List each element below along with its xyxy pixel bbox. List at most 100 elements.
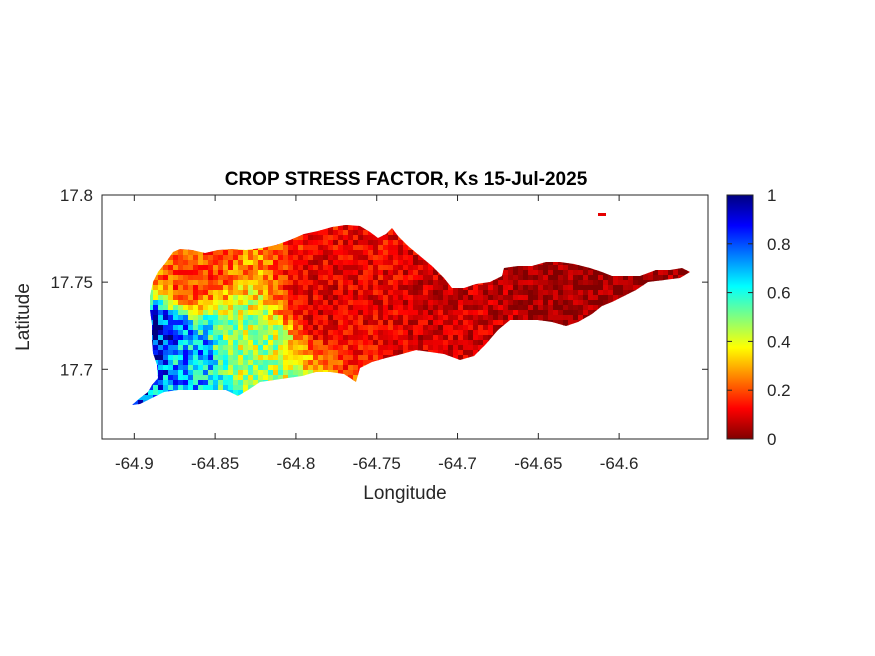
- stress-cell: [198, 305, 204, 311]
- stress-cell: [488, 400, 494, 405]
- stress-cell: [488, 315, 494, 321]
- stress-cell: [633, 260, 639, 266]
- stress-cell: [358, 325, 364, 331]
- stress-cell: [223, 285, 229, 291]
- stress-cell: [558, 225, 564, 226]
- stress-cell: [633, 230, 639, 236]
- stress-cell: [693, 330, 699, 336]
- stress-cell: [353, 400, 359, 405]
- stress-cell: [278, 280, 284, 286]
- stress-cell: [338, 250, 344, 256]
- stress-cell: [203, 265, 209, 271]
- stress-cell: [208, 255, 214, 261]
- stress-cell: [543, 250, 549, 256]
- stress-cell: [663, 240, 669, 246]
- stress-cell: [473, 240, 479, 246]
- stress-cell: [368, 345, 374, 351]
- stress-cell: [193, 230, 199, 236]
- stress-cell: [643, 400, 649, 405]
- stress-cell: [443, 345, 449, 351]
- stress-cell: [318, 280, 324, 286]
- stress-cell: [563, 250, 569, 256]
- stress-cell: [548, 345, 554, 351]
- stress-cell: [373, 315, 379, 321]
- stress-cell: [188, 260, 194, 266]
- stress-cell: [223, 355, 229, 361]
- stress-cell: [348, 260, 354, 266]
- stress-cell: [493, 310, 499, 316]
- stress-cell: [132, 385, 134, 391]
- stress-cell: [228, 400, 234, 405]
- stress-cell: [488, 330, 494, 336]
- stress-cell: [643, 270, 649, 276]
- stress-cell: [518, 310, 524, 316]
- stress-cell: [243, 395, 249, 401]
- stress-cell: [363, 230, 369, 236]
- stress-cell: [368, 370, 374, 376]
- stress-cell: [173, 245, 179, 251]
- stress-cell: [143, 395, 149, 401]
- stress-cell: [458, 360, 464, 366]
- stress-cell: [598, 385, 604, 391]
- stress-cell: [468, 250, 474, 256]
- stress-cell: [418, 270, 424, 276]
- stress-cell: [388, 320, 394, 326]
- stress-cell: [418, 235, 424, 241]
- stress-cell: [463, 255, 469, 261]
- stress-cell: [343, 225, 349, 231]
- stress-cell: [483, 400, 489, 405]
- stress-cell: [513, 335, 519, 341]
- stress-cell: [633, 225, 639, 226]
- stress-cell: [523, 395, 529, 401]
- stress-cell: [253, 365, 259, 371]
- stress-cell: [683, 370, 689, 376]
- stress-cell: [283, 225, 289, 231]
- stress-cell: [328, 395, 334, 401]
- stress-cell: [233, 375, 239, 381]
- stress-cell: [673, 305, 679, 311]
- stress-cell: [428, 265, 434, 271]
- stress-cell: [308, 260, 314, 266]
- stress-cell: [428, 335, 434, 341]
- stress-cell: [208, 385, 214, 391]
- stress-cell: [388, 285, 394, 291]
- stress-cell: [413, 335, 419, 341]
- stress-cell: [553, 315, 559, 321]
- stress-cell: [168, 320, 174, 326]
- stress-cell: [588, 380, 594, 386]
- stress-cell: [403, 315, 409, 321]
- stress-cell: [388, 295, 394, 301]
- stress-cell: [463, 300, 469, 306]
- stress-cell: [328, 390, 334, 396]
- stress-cell: [193, 305, 199, 311]
- stress-cell: [153, 390, 159, 396]
- stress-cell: [148, 355, 154, 361]
- stress-cell: [138, 390, 144, 396]
- stress-cell: [173, 340, 179, 346]
- stress-cell: [188, 370, 194, 376]
- stress-cell: [648, 285, 654, 291]
- stress-cell: [238, 230, 244, 236]
- stress-cell: [478, 245, 484, 251]
- stress-cell: [513, 355, 519, 361]
- stress-cell: [188, 355, 194, 361]
- stress-cell: [558, 225, 564, 231]
- stress-cell: [343, 340, 349, 346]
- stress-cell: [233, 245, 239, 251]
- stress-cell: [148, 340, 154, 346]
- stress-cell: [333, 350, 339, 356]
- stress-cell: [678, 285, 684, 291]
- stress-cell: [133, 270, 139, 276]
- stress-cell: [673, 265, 679, 271]
- stress-cell: [323, 300, 329, 306]
- stress-cell: [233, 340, 239, 346]
- stress-cell: [563, 310, 569, 316]
- stress-cell: [548, 405, 554, 411]
- stress-cell: [408, 375, 414, 381]
- stress-cell: [383, 340, 389, 346]
- stress-cell: [613, 275, 619, 281]
- stress-cell: [383, 370, 389, 376]
- stress-cell: [353, 375, 359, 381]
- stress-cell: [603, 225, 609, 226]
- stress-cell: [508, 270, 514, 276]
